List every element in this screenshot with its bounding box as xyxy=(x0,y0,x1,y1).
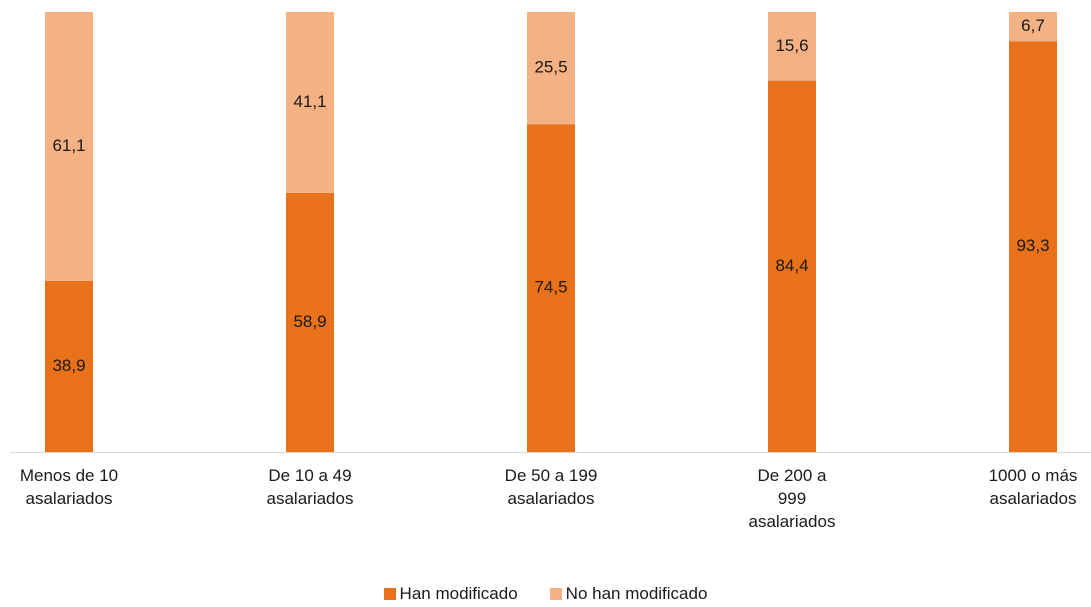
bar-segment xyxy=(1009,41,1057,452)
data-label: 61,1 xyxy=(52,136,85,155)
legend-label: No han modificado xyxy=(565,584,708,603)
bar-segment xyxy=(1009,12,1057,42)
data-label: 74,5 xyxy=(534,278,567,297)
bar-segment xyxy=(527,12,575,125)
data-label: 38,9 xyxy=(52,356,85,375)
bar-segment xyxy=(45,12,93,281)
legend-item: No han modificado xyxy=(549,584,708,604)
x-tick-label: De 50 a 199 asalariados xyxy=(504,466,598,508)
x-tick-label: Menos de 10 asalariados xyxy=(19,466,119,508)
data-label: 93,3 xyxy=(1016,236,1049,255)
data-label: 84,4 xyxy=(775,256,808,275)
legend: Han modificado No han modificado xyxy=(0,584,1091,604)
data-label: 15,6 xyxy=(775,36,808,55)
x-tick-label: 1000 o más asalariados xyxy=(988,466,1078,508)
x-tick-label: De 200 a 999 asalariados xyxy=(748,466,836,531)
bar-segment xyxy=(527,124,575,452)
legend-label: Han modificado xyxy=(399,584,518,603)
bar-segment xyxy=(768,80,816,452)
data-label: 25,5 xyxy=(534,58,567,77)
legend-item: Han modificado xyxy=(383,584,518,604)
data-label: 6,7 xyxy=(1021,16,1045,35)
bar-segment xyxy=(286,192,334,452)
legend-swatch xyxy=(383,588,396,600)
data-label: 41,1 xyxy=(293,92,326,111)
bar-segment xyxy=(286,12,334,193)
bar-segment xyxy=(45,280,93,452)
x-tick-label: De 10 a 49 asalariados xyxy=(266,466,354,508)
data-label: 58,9 xyxy=(293,312,326,331)
legend-swatch xyxy=(549,588,562,600)
bar-segment xyxy=(768,12,816,81)
